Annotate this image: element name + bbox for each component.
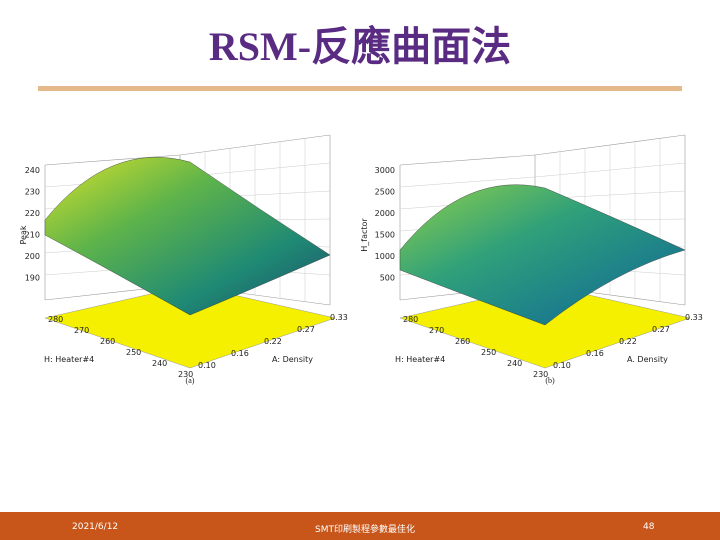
- z-tick-label: 240: [25, 166, 40, 175]
- z-tick-label: 230: [25, 188, 40, 197]
- z-tick-label: 190: [25, 274, 40, 283]
- z-tick-label: 500: [380, 274, 395, 283]
- response-surface: [399, 184, 686, 326]
- x-tick-label: 260: [455, 337, 470, 346]
- z-tick-label: 1000: [375, 252, 395, 261]
- z-tick-label: 200: [25, 252, 40, 261]
- y-axis-label: A. Density: [627, 355, 668, 364]
- y-axis-label: A: Density: [272, 355, 313, 364]
- slide-title: RSM-反應曲面法: [208, 24, 512, 69]
- y-tick-label: 0.16: [231, 349, 249, 358]
- x-tick-label: 270: [74, 326, 89, 335]
- y-tick-label: 0.10: [198, 361, 216, 370]
- x-tick-label: 250: [126, 348, 141, 357]
- footer-page: 48: [643, 522, 655, 532]
- y-tick-label: 0.16: [586, 349, 604, 358]
- y-tick-label: 0.27: [297, 325, 315, 334]
- x-tick-label: 280: [403, 315, 418, 324]
- footer-subject: SMT印刷製程參數最佳化: [315, 525, 415, 535]
- z-tick-label: 2000: [375, 209, 395, 218]
- y-tick-label: 0.27: [652, 325, 670, 334]
- x-axis-label: H: Heater#4: [395, 355, 445, 364]
- box-edge: [179, 134, 331, 156]
- figure-caption: (b): [545, 376, 555, 385]
- y-tick-label: 0.33: [330, 313, 348, 322]
- x-tick-label: 270: [429, 326, 444, 335]
- x-tick-label: 240: [152, 359, 167, 368]
- footer-date: 2021/6/12: [72, 522, 119, 532]
- figure-caption: (a): [186, 376, 195, 385]
- x-tick-label: 260: [100, 337, 115, 346]
- z-tick-label: 3000: [375, 166, 395, 175]
- y-tick-label: 0.33: [685, 313, 703, 322]
- contour-floor: [44, 284, 336, 369]
- box-edge: [534, 134, 686, 156]
- wall-grid: [399, 176, 536, 188]
- box-edge: [399, 154, 536, 166]
- z-tick-label: 210: [25, 231, 40, 240]
- z-axis-label: H_factor: [360, 218, 369, 252]
- y-tick-label: 0.22: [264, 337, 282, 346]
- x-tick-label: 250: [481, 348, 496, 357]
- y-tick-label: 0.22: [619, 337, 637, 346]
- z-tick-label: 2500: [375, 188, 395, 197]
- figures: 240 230 220 210 200 190 Peak 280 270 260 250 240 230…: [19, 134, 703, 385]
- x-tick-label: 230: [533, 370, 548, 379]
- footer: 2021/6/12 SMT印刷製程參數最佳化 48: [0, 512, 720, 540]
- z-axis-label: Peak: [19, 225, 28, 244]
- response-surface: [44, 157, 331, 316]
- box-edge: [44, 154, 181, 166]
- y-tick-label: 0.10: [553, 361, 571, 370]
- x-tick-label: 230: [178, 370, 193, 379]
- x-tick-label: 280: [48, 315, 63, 324]
- z-tick-label: 1500: [375, 231, 395, 240]
- x-axis-label: H: Heater#4: [44, 355, 94, 364]
- surface-plot: 240 230 220 210 200 190 Peak 280 270 260 250 240 230…: [19, 134, 348, 385]
- surface-plot: 3000 2500 2000 1500 1000 500 H_factor 280 270 260…: [360, 134, 703, 385]
- x-tick-label: 240: [507, 359, 522, 368]
- z-tick-label: 220: [25, 209, 40, 218]
- title-rule: [38, 86, 682, 91]
